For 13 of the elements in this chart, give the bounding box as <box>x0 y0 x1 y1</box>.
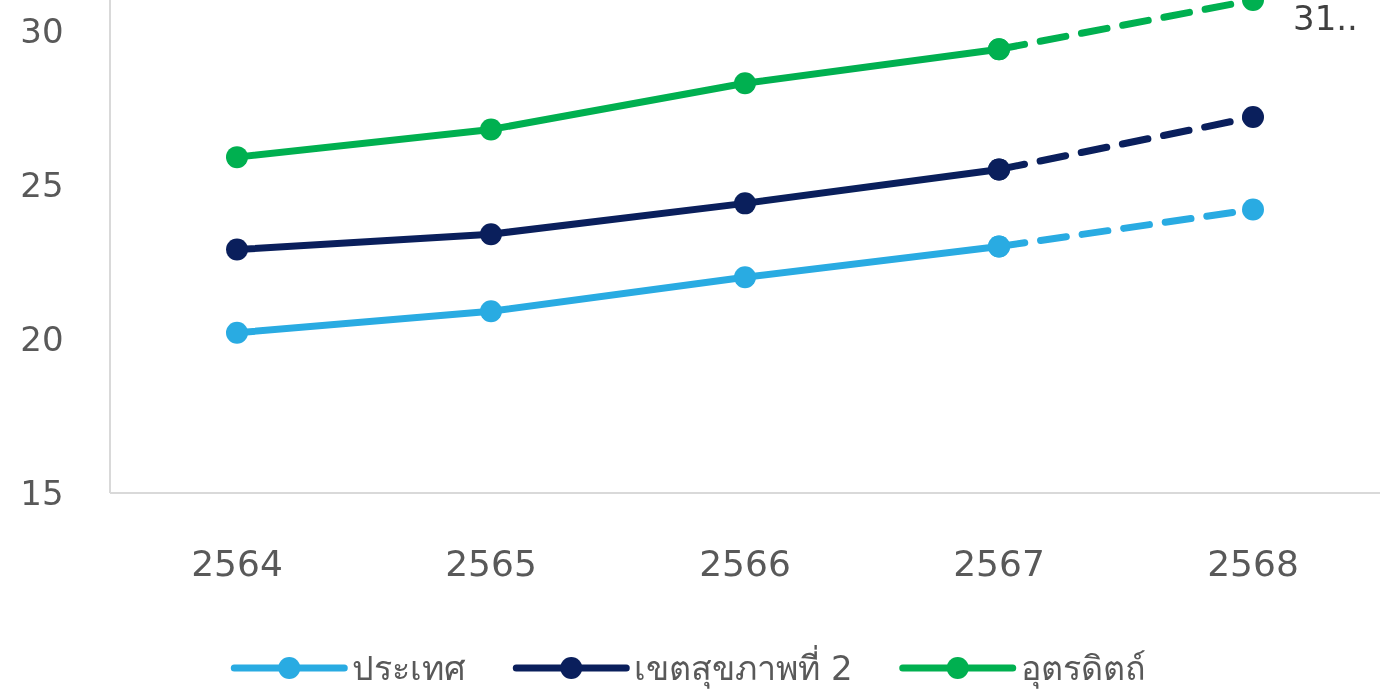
y-tick-label: 20 <box>20 318 64 359</box>
legend-label: ประเทศ <box>352 648 467 688</box>
x-tick-label: 2566 <box>699 542 791 584</box>
y-tick-label: 30 <box>20 10 64 51</box>
y-tick-label: 15 <box>20 473 64 513</box>
annotation: 31.. <box>1293 0 1358 38</box>
x-tick-label: 2564 <box>191 542 283 584</box>
x-tick-label: 2565 <box>445 542 537 584</box>
y-tick-label: 25 <box>20 164 64 205</box>
x-tick-label: 2568 <box>1207 542 1299 584</box>
x-tick-label: 2567 <box>953 542 1045 584</box>
legend-label: เขตสุขภาพที่ 2 <box>634 645 853 689</box>
legend-label: อุตรดิตถ์ <box>1020 648 1146 689</box>
